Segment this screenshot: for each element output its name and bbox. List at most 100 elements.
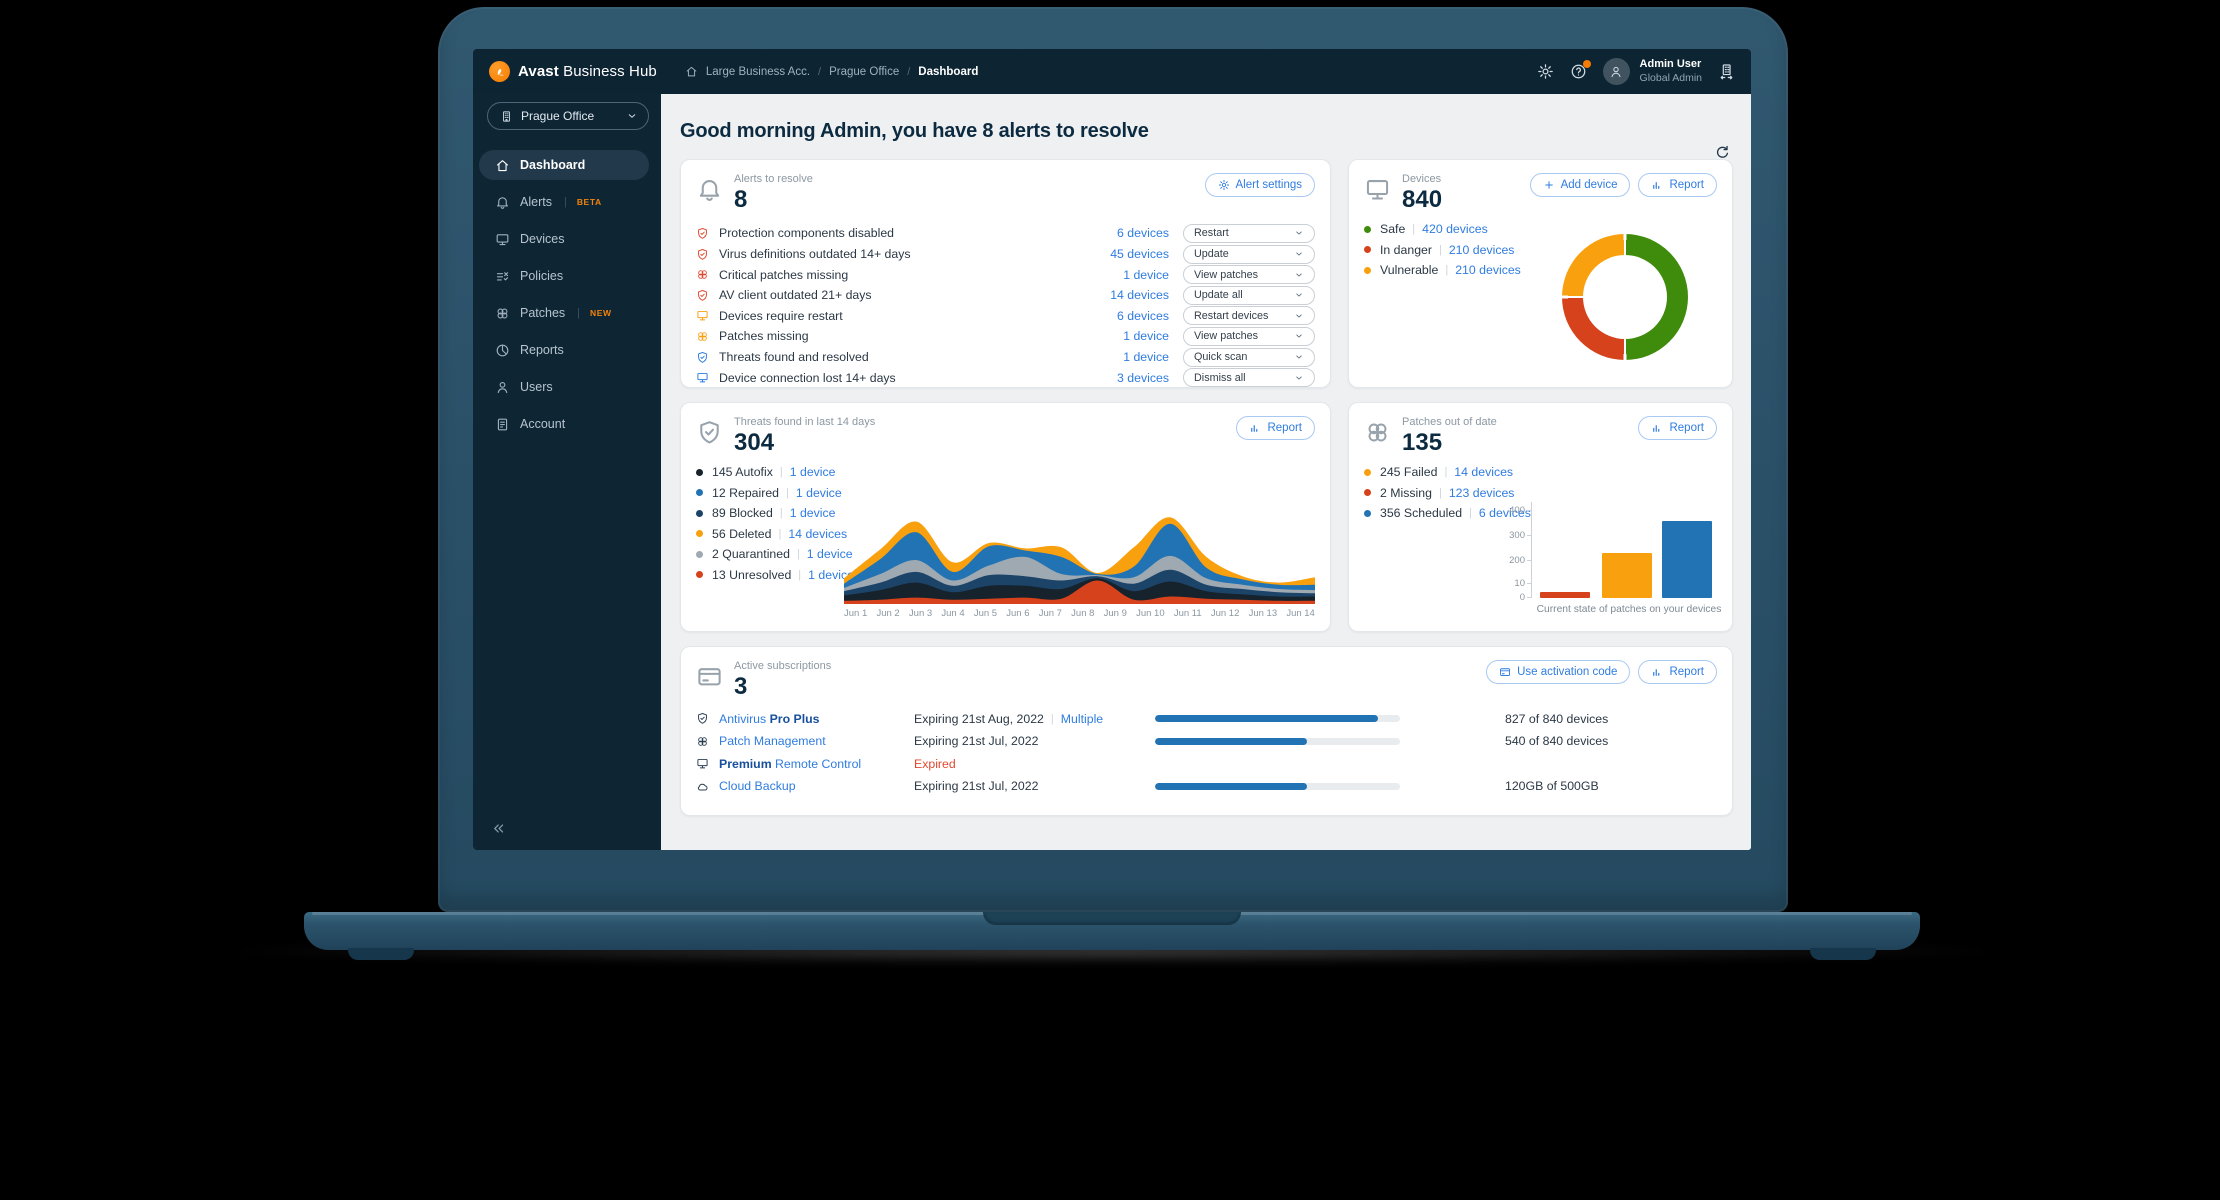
chevron-down-icon (626, 110, 638, 122)
patches-legend-item: 2 Missing | 123 devices (1364, 486, 1717, 500)
x-tick-label: Jun 3 (908, 608, 933, 619)
alert-devices-link[interactable]: 3 devices (1117, 370, 1169, 385)
chevron-down-icon (1294, 373, 1304, 383)
sidebar-item-label: Devices (520, 232, 565, 246)
legend-divider: | (1412, 223, 1416, 236)
legend-label: Safe (1380, 222, 1406, 237)
expired-label: Expired (914, 756, 956, 771)
use-activation-code-button[interactable]: Use activation code (1486, 660, 1631, 684)
org-switcher-icon[interactable] (1718, 63, 1735, 80)
alert-devices-link[interactable]: 6 devices (1117, 308, 1169, 323)
legend-devices-link[interactable]: 1 device (795, 485, 842, 500)
legend-devices-link[interactable]: 14 devices (1454, 465, 1514, 480)
sidebar-item-alerts[interactable]: Alerts | BETA (479, 187, 649, 217)
legend-devices-link[interactable]: 14 devices (788, 526, 848, 541)
alert-label: Protection components disabled (719, 226, 894, 241)
subscription-name-part: Patch Management (719, 734, 826, 749)
legend-label: 12 Repaired (712, 485, 779, 500)
sidebar-item-policies[interactable]: Policies (479, 261, 649, 291)
avatar[interactable] (1602, 58, 1630, 85)
site-selector[interactable]: Prague Office (487, 102, 649, 130)
subscription-expiry: Expiring 21st Jul, 2022 (914, 734, 1155, 748)
alert-settings-button[interactable]: Alert settings (1204, 173, 1315, 197)
subscription-row: Antivirus Pro Plus Expiring 21st Aug, 202… (696, 711, 1717, 726)
alert-devices-link[interactable]: 1 device (1123, 329, 1169, 344)
shield-status-icon (696, 248, 709, 261)
alert-action-select[interactable]: Dismiss all (1183, 368, 1315, 388)
alert-row: Device connection lost 14+ days 3 devices… (696, 367, 1315, 388)
select-value: Dismiss all (1194, 371, 1246, 384)
alert-action-select[interactable]: Update all (1183, 285, 1315, 305)
legend-devices-link[interactable]: 1 device (808, 567, 854, 582)
legend-dot (1364, 246, 1371, 254)
add-device-button[interactable]: Add device (1529, 173, 1631, 197)
sidebar-item-label: Dashboard (520, 158, 586, 172)
monitor-icon (1364, 176, 1391, 203)
subscription-name[interactable]: Antivirus Pro Plus (719, 712, 914, 726)
legend-devices-link[interactable]: 6 devices (1478, 506, 1531, 521)
page-title: Good morning Admin, you have 8 alerts to… (680, 120, 1149, 142)
devices-card-label: Devices (1402, 173, 1442, 185)
legend-label: 13 Unresolved (712, 567, 792, 582)
sidebar-item-reports[interactable]: Reports (479, 335, 649, 365)
legend-devices-link[interactable]: 123 devices (1448, 485, 1515, 500)
devices-count: 840 (1402, 186, 1443, 213)
alert-action-select[interactable]: Restart devices (1183, 306, 1315, 326)
help-button[interactable] (1570, 60, 1591, 80)
subscription-name-part: Remote Control (771, 756, 862, 771)
subscription-row: Cloud Backup Expiring 21st Jul, 2022 120GB… (696, 779, 1717, 793)
subscriptions-report-button[interactable]: Report (1638, 660, 1717, 684)
legend-devices-link[interactable]: 210 devices (1448, 242, 1515, 257)
breadcrumb-separator: / (907, 65, 911, 78)
sidebar-item-devices[interactable]: Devices (479, 224, 649, 254)
alert-devices-link[interactable]: 45 devices (1110, 247, 1169, 262)
sidebar-collapse-icon[interactable] (491, 821, 506, 836)
alert-devices-link[interactable]: 14 devices (1110, 288, 1169, 303)
threats-legend-item: 13 Unresolved | 1 device (696, 568, 1315, 582)
devices-report-button[interactable]: Report (1638, 173, 1717, 197)
subscription-name-part: Cloud Backup (719, 779, 796, 794)
progress-fill (1155, 782, 1307, 790)
subscription-name[interactable]: Premium Remote Control (719, 757, 914, 771)
alert-action-select[interactable]: View patches (1183, 326, 1315, 346)
threats-count: 304 (734, 429, 775, 456)
alert-action-select[interactable]: Update (1183, 244, 1315, 264)
alert-action-select[interactable]: Quick scan (1183, 347, 1315, 367)
alert-action-select[interactable]: View patches (1183, 265, 1315, 285)
patches-report-button[interactable]: Report (1638, 416, 1717, 440)
legend-devices-link[interactable]: 1 device (789, 506, 836, 521)
alert-devices-link[interactable]: 1 device (1123, 267, 1169, 282)
settings-gear-icon[interactable] (1537, 63, 1554, 80)
subscription-rows: Antivirus Pro Plus Expiring 21st Aug, 202… (696, 712, 1717, 793)
breadcrumb-site[interactable]: Prague Office (829, 65, 900, 78)
breadcrumb-account[interactable]: Large Business Acc. (705, 65, 811, 78)
sidebar-item-dashboard[interactable]: Dashboard (479, 150, 649, 180)
y-tick-label: 200 (1509, 555, 1525, 566)
alert-row: Protection components disabled 6 devices R… (696, 223, 1315, 244)
legend-devices-link[interactable]: 1 device (789, 465, 836, 480)
user-info[interactable]: Admin User Global Admin (1640, 58, 1702, 85)
alert-action-select[interactable]: Restart (1183, 223, 1315, 243)
sidebar-item-users[interactable]: Users (479, 372, 649, 402)
progress-track (1155, 715, 1400, 723)
home-icon (495, 158, 510, 173)
brand-logo[interactable]: Avast Business Hub (489, 61, 657, 82)
chevron-down-icon (1294, 270, 1314, 280)
legend-label: 89 Blocked (712, 506, 773, 521)
alert-rows: Protection components disabled 6 devices R… (696, 223, 1315, 388)
sidebar-item-patches[interactable]: Patches | NEW (479, 298, 649, 328)
multiple-link[interactable]: Multiple (1060, 711, 1104, 726)
threats-report-button[interactable]: Report (1236, 416, 1315, 440)
legend-devices-link[interactable]: 1 device (806, 547, 853, 562)
legend-devices-link[interactable]: 420 devices (1422, 222, 1488, 237)
subscription-expiry: Expired (914, 757, 1155, 771)
progress-fill (1155, 737, 1307, 745)
shield-icon (696, 419, 723, 446)
alert-devices-link[interactable]: 6 devices (1117, 226, 1169, 241)
alert-devices-link[interactable]: 1 device (1123, 350, 1169, 365)
subscription-name[interactable]: Cloud Backup (719, 779, 914, 793)
subscription-name[interactable]: Patch Management (719, 734, 914, 748)
legend-devices-link[interactable]: 210 devices (1455, 263, 1521, 278)
sidebar-item-account[interactable]: Account (479, 409, 649, 439)
legend-dot (696, 489, 703, 497)
